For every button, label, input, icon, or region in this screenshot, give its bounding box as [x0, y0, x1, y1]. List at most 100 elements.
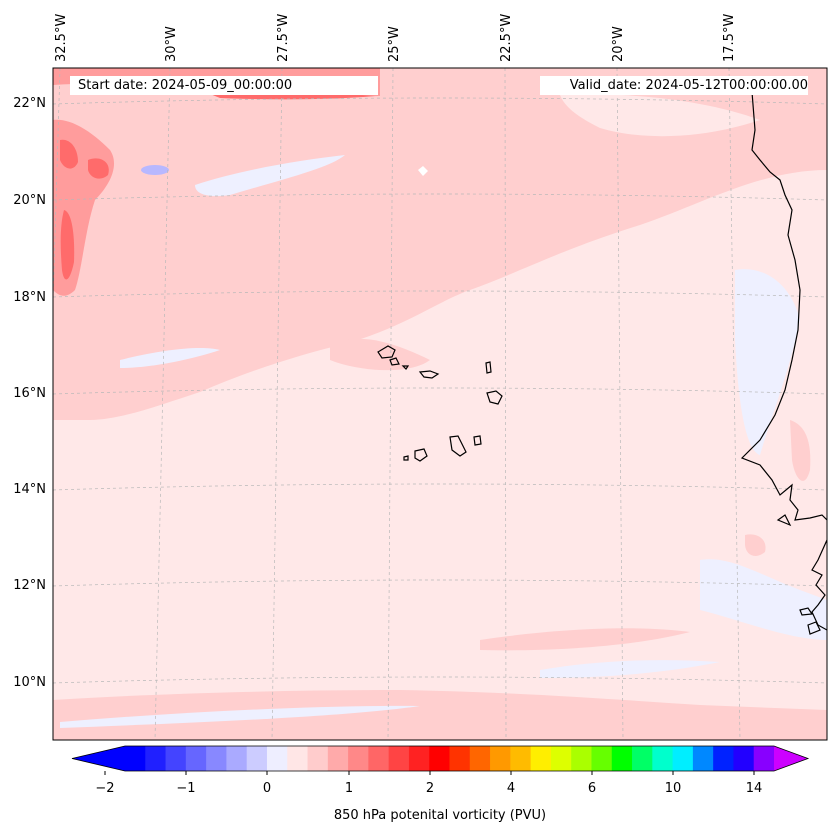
colorbar-swatch [713, 746, 734, 771]
colorbar-swatch [449, 746, 471, 771]
cb-tick-label-minus-2: −2 [95, 781, 115, 796]
colorbar-swatch [611, 746, 633, 771]
colorbar-over-arrow [774, 746, 808, 771]
map-frame [52, 67, 828, 741]
lat-label-18: 18°N [13, 290, 46, 305]
pv-blue-streak-mid [120, 348, 220, 368]
gridline-lat-22 [53, 97, 827, 105]
gridline-lon-17-5 [728, 68, 741, 740]
gridline-lat-18 [53, 290, 827, 298]
island-boa-vista [486, 390, 503, 405]
colorbar-swatch [550, 746, 572, 771]
pv-band-south-1 [53, 690, 827, 740]
lat-label-14: 14°N [13, 482, 46, 497]
colorbar-swatch [571, 746, 592, 771]
colorbar-swatch [692, 746, 714, 771]
island-santa-luzia [401, 365, 410, 370]
pv-band-south-blue2 [540, 660, 720, 678]
pv-band-light-red [53, 68, 827, 420]
colorbar-swatch [591, 746, 613, 771]
lon-label-30: 30°W [164, 26, 179, 62]
coast-island-1 [799, 607, 814, 616]
cb-tick-label-minus-1: −1 [176, 781, 196, 796]
gridline-lon-20 [616, 68, 624, 740]
valid-date-label: Valid_date: 2024-05-12T00:00:00.00 [569, 78, 808, 93]
gridline-lon-22-5 [504, 68, 507, 740]
gridline-lon-27-5 [271, 68, 283, 740]
colorbar-outline [71, 745, 810, 772]
pv-red-west-core2 [60, 210, 75, 280]
colorbar-swatch [307, 746, 329, 771]
cb-tick-label-1: 1 [344, 781, 354, 796]
lon-label-32-5: 32.5°W [54, 13, 69, 62]
colorbar-swatch [408, 746, 430, 771]
gridline-lat-16 [53, 387, 827, 395]
start-date-box [70, 76, 378, 95]
colorbar-swatch [469, 746, 491, 771]
gridline-lat-12 [53, 579, 827, 587]
island-maio [473, 435, 482, 446]
pv-band-south-2 [480, 628, 690, 651]
colorbar-swatch [206, 746, 227, 771]
gridline-lat-10 [53, 676, 827, 684]
colorbar-swatch [733, 746, 755, 771]
lon-label-22-5: 22.5°W [499, 13, 514, 62]
lon-label-25: 25°W [387, 26, 402, 62]
pv-red-west-core3 [88, 158, 109, 179]
colorbar-swatch [530, 746, 552, 771]
pv-patch-east-1 [790, 420, 811, 481]
gridline-lat-20 [53, 193, 827, 201]
colorbar-swatch [185, 746, 207, 771]
pv-blue-coast [735, 269, 800, 455]
colorbar-swatch [246, 746, 268, 771]
lat-label-10: 10°N [13, 675, 46, 690]
pv-field [53, 68, 827, 740]
gridline-lat-14 [53, 483, 827, 491]
colorbar-swatch [429, 746, 450, 771]
coastline [740, 91, 827, 635]
cb-tick-label-2: 2 [425, 781, 435, 796]
colorbar-swatch [145, 746, 167, 771]
colorbar-swatch [490, 746, 511, 771]
pv-patch-east-2 [745, 534, 766, 556]
valid-date-box [540, 76, 808, 95]
colorbar-swatch [226, 746, 248, 771]
colorbar [71, 745, 810, 775]
pv-blue-east [700, 559, 827, 640]
pv-red-west-core [60, 139, 78, 169]
colorbar-swatch [165, 746, 187, 771]
colorbar-title: 850 hPa potenital vorticity (PVU) [333, 808, 547, 823]
colorbar-swatch [753, 746, 775, 771]
lat-label-16: 16°N [13, 386, 46, 401]
colorbar-swatch [348, 746, 369, 771]
gridline-lon-25 [387, 68, 394, 740]
cb-tick-label-0: 0 [262, 781, 272, 796]
colorbar-swatch [632, 746, 653, 771]
coast-island-2 [807, 621, 821, 635]
africa-coast [740, 91, 827, 521]
cape-verde-islands [377, 345, 503, 462]
colorbar-under-arrow [72, 746, 125, 771]
gridline-lon-30 [154, 68, 171, 740]
lon-label-27-5: 27.5°W [276, 13, 291, 62]
island-brava [403, 455, 409, 461]
cb-tick-label-6: 6 [587, 781, 597, 796]
start-date-label: Start date: 2024-05-09_00:00:00 [78, 78, 293, 93]
island-sao-nicolau [418, 370, 440, 379]
lat-label-22: 22°N [13, 96, 46, 111]
colorbar-swatch [125, 746, 146, 771]
island-sal [485, 361, 492, 374]
coast-island-3 [776, 514, 792, 527]
graticule [53, 68, 827, 740]
pv-blue-spot [141, 165, 169, 175]
colorbar-swatch [388, 746, 410, 771]
colorbar-swatch [287, 746, 309, 771]
cb-tick-label-10: 10 [664, 781, 682, 796]
colorbar-swatch [510, 746, 532, 771]
lon-label-20: 20°W [611, 26, 626, 62]
pv-white-spot [418, 166, 428, 176]
island-sao-vicente [389, 357, 400, 366]
lat-label-20: 20°N [13, 193, 46, 208]
